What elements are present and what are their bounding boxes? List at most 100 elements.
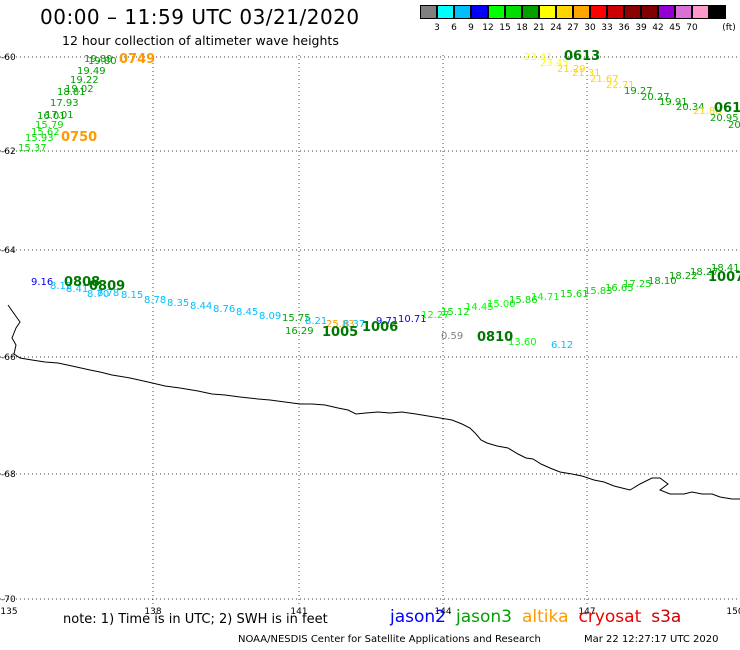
- swh-value-label: 8.78: [144, 295, 166, 306]
- swh-value-label: 20.27: [641, 92, 670, 103]
- colorbar-swatch: [488, 5, 505, 19]
- map-title: 00:00 – 11:59 UTC 03/21/2020: [40, 5, 360, 29]
- axis-tick-label: -60: [1, 53, 16, 63]
- colorbar-swatch: [590, 5, 607, 19]
- swh-value-label: 9.16: [31, 277, 53, 288]
- legend-altika: altika: [522, 607, 569, 627]
- axis-tick-label: -62: [1, 147, 16, 157]
- swh-value-label: 18.27: [690, 267, 719, 278]
- swh-value-label: 16.01: [37, 111, 66, 122]
- swh-value-label: 13.60: [508, 337, 537, 348]
- swh-value-label: 8.70: [87, 289, 109, 300]
- axis-tick-label: 147: [578, 607, 595, 617]
- swh-value-label: 23.45: [540, 58, 569, 69]
- swh-value-label: 12.27: [421, 310, 450, 321]
- swh-value-label: 15.62: [31, 127, 60, 138]
- swh-value-label: 8.45: [236, 307, 258, 318]
- swh-value-label: 17.01: [45, 110, 74, 121]
- swh-value-label: 19.91: [659, 97, 688, 108]
- swh-value-label: 15.83: [584, 286, 613, 297]
- colorbar-swatch: [454, 5, 471, 19]
- axis-tick-label: -66: [1, 353, 16, 363]
- colorbar-swatch: [607, 5, 624, 19]
- pass-time-label: 0808: [64, 275, 100, 290]
- units-note: note: 1) Time is in UTC; 2) SWH is in fe…: [63, 612, 328, 627]
- swh-value-label: 15.61: [560, 289, 589, 300]
- colorbar-swatch: [539, 5, 556, 19]
- swh-value-label: 16.65: [605, 283, 634, 294]
- swh-value-label: 22.71: [606, 80, 635, 91]
- swh-value-label: 6.12: [551, 340, 573, 351]
- swh-value-label: 8.44: [190, 301, 212, 312]
- swh-value-label: 18.41: [711, 263, 740, 274]
- colorbar-swatch: [692, 5, 709, 19]
- legend-cryosat: cryosat: [578, 607, 642, 627]
- swh-value-label: 17.25: [623, 279, 652, 290]
- axis-tick-label: 138: [144, 607, 161, 617]
- axis-tick-label: 135: [0, 607, 17, 617]
- colorbar-swatch: [573, 5, 590, 19]
- swh-value-label: 8.21: [305, 316, 327, 327]
- colorbar-label: 21: [533, 23, 545, 33]
- map-gridlines: [0, 55, 740, 605]
- swh-value-label: 15.93: [25, 133, 54, 144]
- swh-value-label: 21.31: [572, 68, 601, 79]
- swh-value-label: 20: [728, 120, 740, 131]
- colorbar-label: 30: [584, 23, 596, 33]
- colorbar-swatch: [471, 5, 488, 19]
- colorbar-swatch: [437, 5, 454, 19]
- pass-time-label: 0750: [61, 130, 97, 145]
- swh-value-label: 21.86: [693, 106, 722, 117]
- swh-value-label: 20.95: [710, 113, 739, 124]
- swh-value-label: 15.75: [282, 313, 311, 324]
- colorbar-unit: (ft): [722, 23, 736, 33]
- swh-value-label: 18.10: [648, 276, 677, 287]
- swh-value-label: 8.09: [259, 311, 281, 322]
- swh-value-label: 8.12: [50, 281, 72, 292]
- swh-value-label: 8.15: [121, 290, 143, 301]
- swh-value-label: 8.76: [213, 304, 235, 315]
- map-subtitle: 12 hour collection of altimeter wave hei…: [62, 33, 339, 48]
- swh-value-label: 17.93: [50, 98, 79, 109]
- swh-value-label: 14.71: [531, 292, 560, 303]
- colorbar-label: 27: [567, 23, 579, 33]
- swh-value-label: 15.37: [18, 143, 47, 154]
- swh-value-label: 15.79: [35, 120, 64, 131]
- swh-value-label: 8.37: [343, 319, 365, 330]
- legend-jason3: jason3: [456, 607, 512, 627]
- swh-value-label: 15.86: [509, 295, 538, 306]
- legend-s3a: s3a: [651, 607, 682, 627]
- axis-tick-label: -64: [1, 246, 16, 256]
- swh-value-label: 10.71: [398, 314, 427, 325]
- swh-value-label: 8.78: [97, 288, 119, 299]
- colorbar-label: 15: [499, 23, 511, 33]
- swh-value-label: 19.80: [88, 56, 117, 67]
- pass-time-label: 061: [714, 101, 740, 116]
- colorbar-label: 70: [686, 23, 698, 33]
- colorbar-label: 3: [434, 23, 440, 33]
- colorbar-label: 45: [669, 23, 681, 33]
- swh-value-label: 19.89: [84, 54, 113, 65]
- swh-value-label: 23.41: [524, 52, 553, 63]
- swh-value-label: 8.41: [66, 284, 88, 295]
- pass-time-label: 0613: [564, 49, 600, 64]
- colorbar-swatch: [420, 5, 437, 19]
- pass-time-label: 0749: [119, 52, 155, 67]
- legend-jason2: jason2: [390, 607, 446, 627]
- swh-value-label: 16.29: [285, 326, 314, 337]
- swh-value-label: 19.22: [70, 75, 99, 86]
- swh-value-label: 15.00: [487, 299, 516, 310]
- axis-tick-label: -70: [1, 595, 16, 605]
- colorbar-label: 39: [635, 23, 647, 33]
- swh-value-label: 9.71: [376, 316, 398, 327]
- pass-time-label: 1005: [322, 325, 358, 340]
- satellite-legend: jason2 jason3 altika cryosat s3a: [390, 607, 691, 627]
- axis-tick-labels: 135 138 141 144 147 150 -60 -62 -64 -66 -68 -70: [0, 53, 740, 617]
- swh-value-label: 21.29: [557, 64, 586, 75]
- colorbar-label: 42: [652, 23, 664, 33]
- colorbar-label: 18: [516, 23, 528, 33]
- swh-value-label: 18.81: [57, 87, 86, 98]
- axis-tick-label: 141: [290, 607, 307, 617]
- colorbar-swatch: [709, 5, 726, 19]
